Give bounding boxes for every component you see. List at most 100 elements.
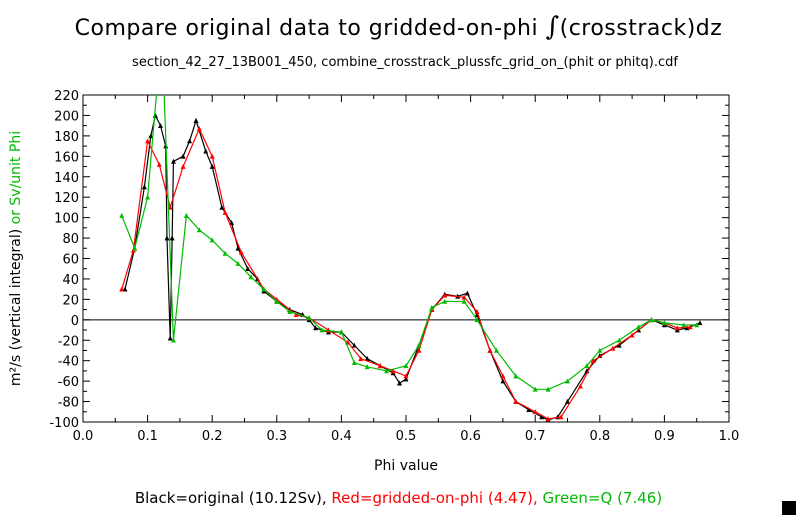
data-point-gridded-on-phi bbox=[416, 347, 422, 353]
data-point-gridded-on-phi bbox=[577, 383, 583, 389]
x-tick-label: 1.0 bbox=[719, 429, 740, 444]
chart-subtitle: section_42_27_13B001_450, combine_crosst… bbox=[132, 55, 678, 70]
data-point-gridded-on-phi bbox=[145, 138, 151, 144]
x-tick-label: 0.3 bbox=[266, 429, 287, 444]
data-point-Q bbox=[209, 237, 215, 243]
data-point-Q bbox=[661, 320, 667, 326]
data-point-original bbox=[697, 320, 703, 326]
data-point-original bbox=[539, 414, 545, 420]
data-point-gridded-on-phi bbox=[156, 161, 162, 167]
data-point-original bbox=[122, 286, 128, 292]
data-point-Q bbox=[196, 227, 202, 233]
x-tick-label: 0.1 bbox=[137, 429, 158, 444]
x-axis-label: Phi value bbox=[374, 458, 438, 474]
plot-frame bbox=[82, 94, 730, 423]
data-point-gridded-on-phi bbox=[390, 368, 396, 374]
data-point-original bbox=[351, 342, 357, 348]
data-point-gridded-on-phi bbox=[238, 249, 244, 255]
data-point-gridded-on-phi bbox=[500, 373, 506, 379]
data-point-Q bbox=[513, 373, 519, 379]
data-point-Q bbox=[403, 363, 409, 369]
data-point-original bbox=[313, 325, 319, 331]
data-point-original bbox=[167, 335, 173, 341]
y-tick-label: 20 bbox=[62, 293, 79, 308]
data-point-original bbox=[209, 163, 215, 169]
data-point-Q bbox=[648, 317, 654, 323]
data-point-original bbox=[565, 398, 570, 404]
data-point-Q bbox=[597, 347, 603, 353]
x-tick-label: 0.5 bbox=[396, 429, 417, 444]
y-tick-label: 160 bbox=[54, 150, 79, 165]
y-tick-label: 80 bbox=[62, 232, 79, 247]
data-point-gridded-on-phi bbox=[590, 358, 596, 363]
y-tick-label: -40 bbox=[58, 355, 79, 370]
data-point-Q bbox=[474, 317, 480, 323]
data-point-Q bbox=[384, 368, 390, 374]
y-tick-label: 60 bbox=[62, 253, 79, 268]
y-tick-label: -60 bbox=[58, 375, 79, 390]
data-point-gridded-on-phi bbox=[196, 126, 202, 132]
data-point-gridded-on-phi bbox=[674, 325, 680, 331]
data-point-Q bbox=[493, 347, 499, 353]
data-point-gridded-on-phi bbox=[167, 204, 173, 210]
y-tick-label: -80 bbox=[58, 396, 79, 411]
data-point-Q bbox=[287, 308, 293, 314]
y-tick-label: 100 bbox=[54, 212, 79, 227]
data-point-original bbox=[158, 122, 164, 128]
data-point-Q bbox=[681, 322, 687, 328]
y-axis-label: m²/s (vertical integral) or Sv/unit Phi bbox=[8, 131, 24, 386]
data-point-original bbox=[170, 158, 176, 164]
data-point-Q bbox=[338, 329, 344, 335]
data-point-gridded-on-phi bbox=[180, 163, 186, 169]
legend-black: Black=original (10.12Sv), bbox=[134, 489, 332, 507]
x-tick-label: 0.4 bbox=[331, 429, 352, 444]
data-point-Q bbox=[306, 315, 312, 321]
data-point-Q bbox=[442, 298, 448, 304]
data-point-gridded-on-phi bbox=[474, 308, 480, 314]
data-point-Q bbox=[235, 260, 241, 266]
y-tick-label: 120 bbox=[54, 191, 79, 206]
data-point-original bbox=[141, 184, 147, 190]
series-line-Q bbox=[121, 95, 697, 390]
data-point-Q bbox=[694, 322, 700, 328]
data-point-gridded-on-phi bbox=[629, 332, 635, 338]
data-point-Q bbox=[170, 337, 176, 343]
data-point-Q bbox=[364, 364, 370, 370]
data-point-Q bbox=[248, 274, 254, 280]
y-tick-label: -20 bbox=[58, 334, 79, 349]
data-point-gridded-on-phi bbox=[545, 416, 551, 422]
data-point-original bbox=[526, 407, 532, 413]
data-point-Q bbox=[183, 212, 189, 218]
x-tick-label: 0.2 bbox=[202, 429, 223, 444]
x-tick-label: 0.7 bbox=[525, 429, 546, 444]
data-point-Q bbox=[616, 337, 622, 343]
chart-title: Compare original data to gridded-on-phi … bbox=[0, 12, 797, 42]
data-point-Q bbox=[429, 304, 435, 310]
data-point-gridded-on-phi bbox=[558, 414, 564, 420]
y-tick-label: 200 bbox=[54, 109, 79, 124]
y-tick-label: 0 bbox=[71, 314, 79, 329]
data-point-original bbox=[203, 148, 209, 154]
data-point-original bbox=[169, 235, 175, 241]
x-tick-label: 0.9 bbox=[654, 429, 675, 444]
data-point-gridded-on-phi bbox=[513, 398, 519, 404]
data-point-original bbox=[187, 138, 193, 144]
y-tick-label: 180 bbox=[54, 130, 79, 145]
data-point-gridded-on-phi bbox=[532, 409, 538, 415]
data-point-Q bbox=[119, 212, 125, 218]
data-point-original bbox=[500, 378, 506, 384]
y-label-green: or Sv/unit Phi bbox=[8, 131, 24, 229]
data-point-Q bbox=[261, 286, 267, 292]
data-point-Q bbox=[416, 342, 422, 348]
data-point-original bbox=[180, 153, 186, 159]
data-point-gridded-on-phi bbox=[293, 312, 299, 318]
x-tick-label: 0.0 bbox=[73, 429, 94, 444]
y-tick-label: 140 bbox=[54, 171, 79, 186]
data-point-gridded-on-phi bbox=[119, 286, 125, 292]
data-point-original bbox=[403, 376, 409, 382]
data-point-Q bbox=[351, 360, 357, 366]
title-suffix: (crosstrack)dz bbox=[559, 16, 723, 41]
data-point-gridded-on-phi bbox=[209, 153, 215, 159]
data-point-gridded-on-phi bbox=[345, 339, 351, 345]
data-point-original bbox=[148, 133, 154, 139]
